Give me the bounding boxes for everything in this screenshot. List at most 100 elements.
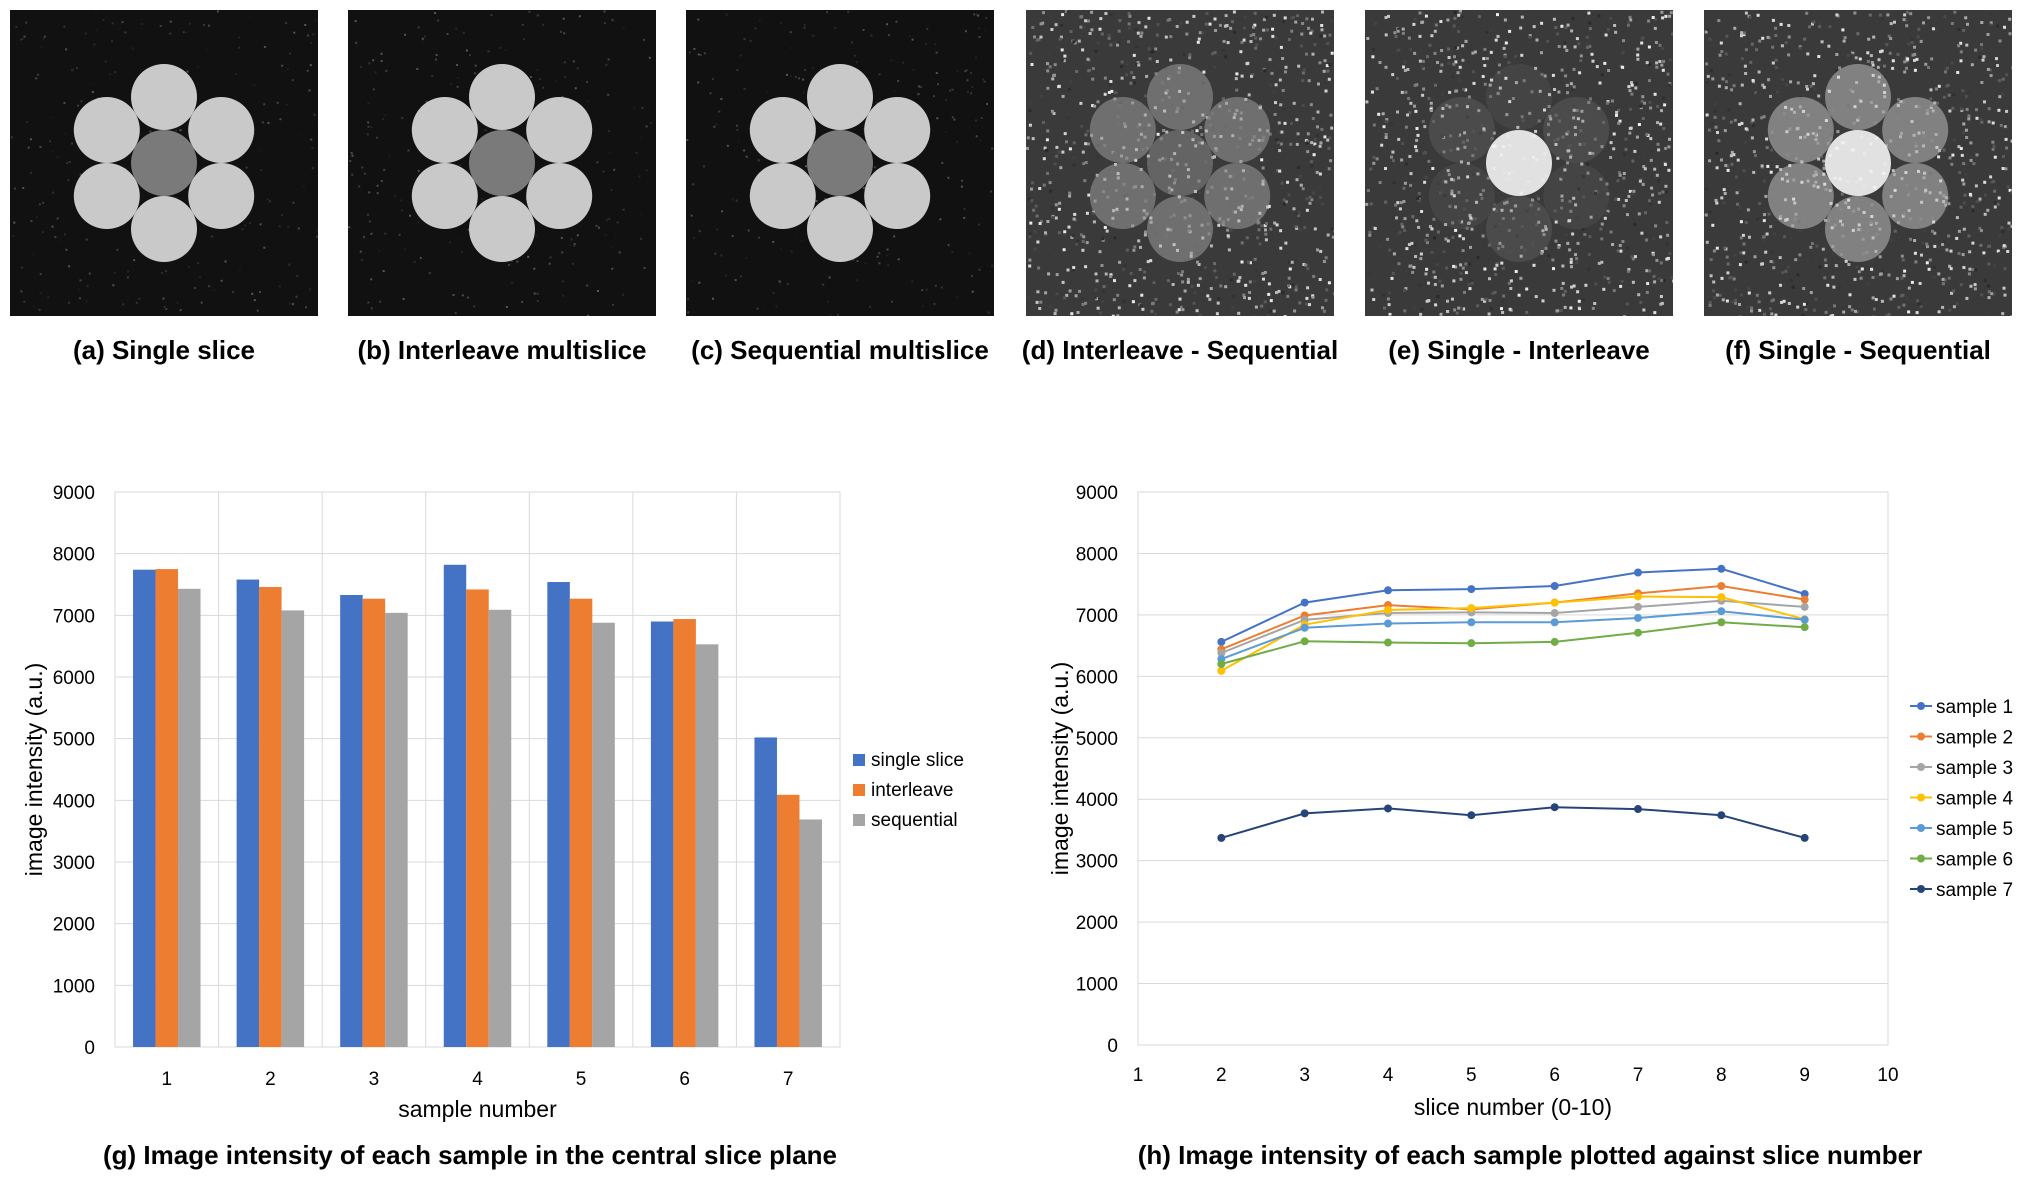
y-tick-label: 1000 [1076,975,1118,996]
y-tick-label: 6000 [1076,667,1118,688]
phantom-sample-disc [749,163,816,229]
bar-single-slice-7 [754,737,777,1047]
point-sample-3-2 [1217,648,1226,657]
phantom-sample-disc [526,163,593,229]
phantom-sample-disc [1486,64,1552,130]
x-tick-label: 6 [679,1069,690,1090]
bar-interleave-7 [776,794,800,1047]
x-tick-label: 2 [1216,1065,1227,1086]
point-sample-6-3 [1300,637,1309,646]
phantom-sample-disc [1147,64,1213,130]
point-sample-7-5 [1467,811,1476,820]
phantom-sample-disc [1767,163,1834,229]
x-tick-label: 4 [472,1069,483,1090]
point-sample-1-8 [1717,564,1726,573]
phantom-sample-disc [1089,163,1156,229]
line-chart-slice-intensity: 0 1000 2000 3000 4000 5000 6000 7000 8000 9000 1 2 3… [1047,483,2014,1120]
point-sample-1-3 [1300,598,1309,607]
x-tick-label: 7 [1633,1065,1644,1086]
point-sample-1-4 [1384,586,1392,595]
phantom-sample-disc [411,97,478,163]
x-axis-title: slice number (0-10) [1414,1094,1612,1120]
x-tick-label: 3 [1299,1065,1310,1086]
y-tick-label: 0 [84,1038,95,1059]
legend-swatch [853,814,865,826]
y-tick-label: 7000 [1076,606,1118,627]
phantom-center-disc [131,130,197,196]
phantom-sample-disc [1486,196,1552,262]
phantom-image-a [10,10,318,312]
panel-b-image [348,10,656,316]
bar-interleave-1 [155,569,179,1047]
phantom-sample-disc [1089,97,1156,163]
point-sample-7-3 [1300,809,1309,818]
phantom-sample-disc [411,163,478,229]
point-sample-4-5 [1467,604,1476,613]
point-sample-5-5 [1467,618,1476,627]
x-tick-label: 5 [1466,1065,1477,1086]
phantom-center-disc [469,130,535,196]
panel-e-image [1365,10,1673,316]
phantom-center-disc [1486,130,1552,196]
y-tick-label: 2000 [1076,913,1118,934]
point-sample-6-6 [1550,637,1559,646]
panel-a-caption: (a) Single slice [72,335,256,365]
point-sample-3-9 [1800,602,1809,611]
point-sample-7-2 [1217,833,1226,842]
panel-f-image [1704,10,2012,316]
phantom-sample-disc [131,196,197,262]
legend-marker [1917,793,1925,802]
bar-single-slice-6 [650,621,674,1047]
point-sample-2-8 [1717,582,1726,591]
x-tick-label: 7 [783,1069,794,1090]
phantom-sample-disc [526,97,593,163]
panel-c-caption: (c) Sequential multislice [691,335,989,365]
y-axis-title: image intensity (a.u.) [1047,662,1073,875]
bar-sequential-2 [281,610,305,1047]
legend-label: sample 4 [1936,789,2014,810]
bar-interleave-4 [466,589,489,1047]
phantom-sample-disc [1204,97,1271,163]
phantom-sample-disc [469,196,535,262]
point-sample-2-9 [1800,595,1809,604]
phantom-sample-disc [1147,196,1213,262]
bar-sequential-6 [695,644,719,1047]
legend-marker [1917,854,1925,863]
point-sample-6-7 [1634,628,1642,637]
y-tick-label: 5000 [53,730,95,751]
bar-single-slice-3 [340,594,363,1047]
phantom-sample-disc [1428,163,1495,229]
series-line-sample-4 [1220,595,1805,672]
legend-swatch [853,784,865,796]
phantom-sample-disc [1543,97,1610,163]
panel-a-image [10,10,318,316]
legend-label: sample 2 [1936,728,2013,749]
y-tick-label: 3000 [1076,852,1118,873]
panel-d-image [1026,10,1334,316]
phantom-sample-disc [807,196,873,262]
point-sample-7-8 [1717,811,1726,820]
panel-b-caption: (b) Interleave multislice [357,335,647,365]
point-sample-6-4 [1384,638,1392,647]
series-line-sample-2 [1220,584,1805,651]
x-tick-label: 9 [1799,1065,1810,1086]
y-tick-label: 4000 [1076,790,1118,811]
phantom-sample-disc [1825,64,1891,130]
series-line-sample-3 [1220,599,1805,654]
series-line-sample-1 [1220,567,1805,643]
noise-texture [1365,10,1673,316]
phantom-center-disc [807,130,873,196]
panel-e-caption: (e) Single - Interleave [1388,335,1650,365]
point-sample-4-2 [1217,666,1226,675]
x-tick-label: 1 [161,1069,172,1090]
figure-h-caption: (h) Image intensity of each sample plott… [1137,1140,1923,1170]
phantom-image-b [348,10,656,316]
bar-single-slice-1 [133,569,156,1047]
x-tick-label: 3 [369,1069,380,1090]
legend-label: sample 5 [1936,819,2013,840]
legend-marker [1917,763,1925,771]
x-tick-label: 1 [1133,1065,1144,1086]
y-tick-label: 9000 [53,483,95,504]
bar-interleave-6 [673,619,696,1047]
phantom-sample-disc [864,97,931,163]
